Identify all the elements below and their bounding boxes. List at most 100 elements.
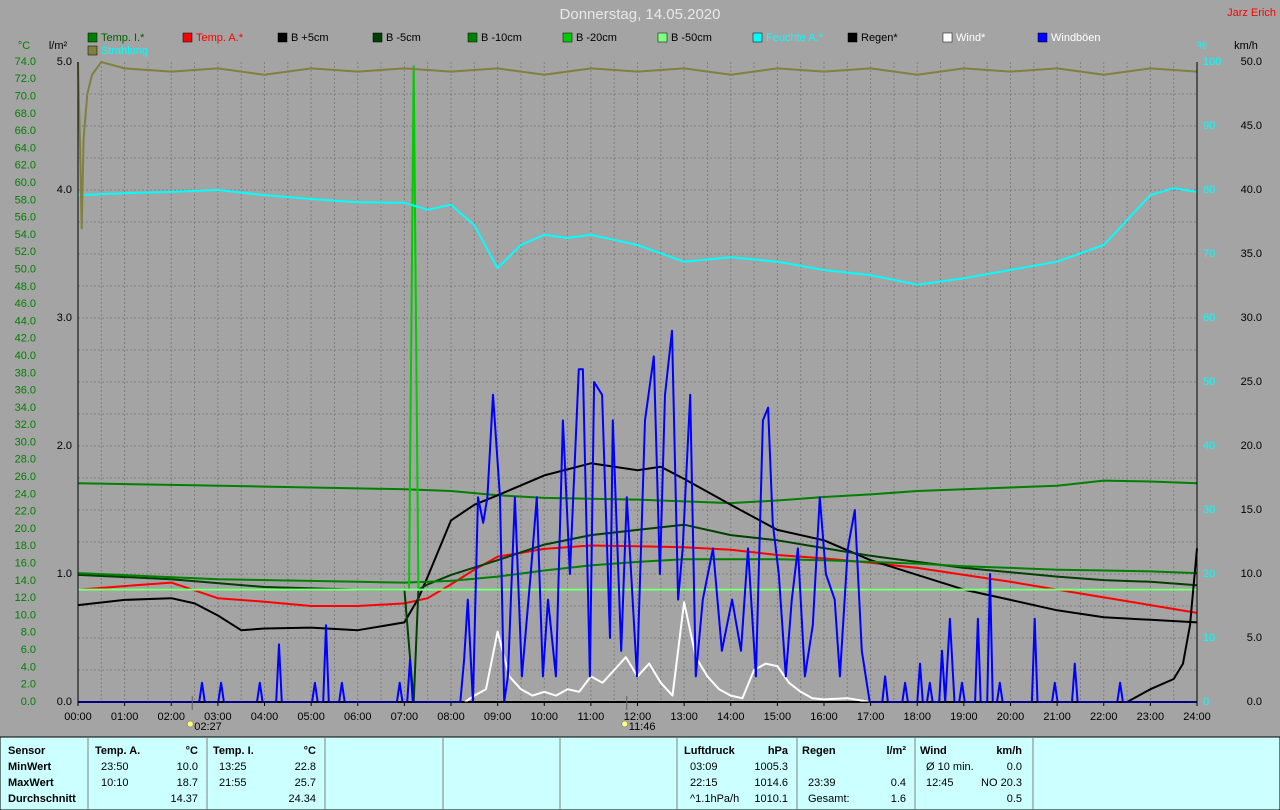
y-tick-label: 52.0: [15, 246, 36, 258]
x-tick-label: 07:00: [391, 711, 419, 723]
table-cell-time: 22:15: [690, 777, 718, 789]
y-tick-label: 50.0: [1241, 56, 1262, 68]
y-tick-label: 10.0: [1241, 568, 1262, 580]
y-tick-label: 6.0: [21, 644, 36, 656]
table-cell-value: 22.8: [295, 761, 316, 773]
y-tick-label: 25.0: [1241, 376, 1262, 388]
table-unit: °C: [304, 745, 316, 757]
legend-swatch: [1037, 32, 1048, 43]
x-tick-label: 05:00: [297, 711, 325, 723]
table-cell-value: 1005.3: [754, 761, 788, 773]
y-tick-label: 90: [1203, 120, 1215, 132]
y-tick-label: 20.0: [1241, 440, 1262, 452]
x-tick-label: 16:00: [810, 711, 838, 723]
y-tick-label: 22.0: [15, 506, 36, 518]
legend-swatch: [657, 32, 668, 43]
y-tick-label: 5.0: [57, 56, 72, 68]
axis-unit-wind: km/h: [1234, 40, 1258, 52]
x-tick-label: 18:00: [903, 711, 931, 723]
y-tick-label: 58.0: [15, 194, 36, 206]
legend-label: Regen*: [861, 32, 898, 44]
x-tick-label: 09:00: [484, 711, 512, 723]
y-tick-label: 2.0: [21, 679, 36, 691]
x-tick-label: 23:00: [1137, 711, 1165, 723]
y-tick-label: 80: [1203, 184, 1215, 196]
y-tick-label: 3.0: [57, 312, 72, 324]
annotation-label: 02:27: [194, 721, 222, 733]
y-tick-label: 100: [1203, 56, 1221, 68]
legend-label: B -5cm: [386, 32, 421, 44]
table-row-label: Durchschnitt: [8, 793, 76, 805]
y-tick-label: 50: [1203, 376, 1215, 388]
legend-label: Temp. I.*: [101, 32, 145, 44]
y-tick-label: 38.0: [15, 367, 36, 379]
y-tick-label: 0.0: [57, 696, 72, 708]
table-cell-time: 13:25: [219, 761, 247, 773]
y-tick-label: 10: [1203, 632, 1215, 644]
axes: 00:00 01:00 02:00 03:00 04:00 05:00 06:00 07:00…: [15, 56, 1262, 733]
table-header: Regen: [802, 745, 836, 757]
y-tick-label: 60: [1203, 312, 1215, 324]
y-tick-label: 32.0: [15, 419, 36, 431]
y-tick-label: 30: [1203, 504, 1215, 516]
annotation-icon: [186, 720, 194, 728]
table-cell-time: Ø 10 min.: [926, 761, 974, 773]
legend-label: Feuchte A.*: [766, 32, 824, 44]
legend-label: Wind*: [956, 32, 986, 44]
table-cell-value: 0.5: [1007, 793, 1022, 805]
table-cell-value: NO 20.3: [981, 777, 1022, 789]
legend-label: Windböen: [1051, 32, 1101, 44]
y-tick-label: 4.0: [21, 661, 36, 673]
y-tick-label: 40.0: [15, 350, 36, 362]
table-cell-value: 0.4: [891, 777, 906, 789]
y-tick-label: 50.0: [15, 263, 36, 275]
author: Jarz Erich: [1227, 7, 1276, 19]
annotation-icon: [621, 720, 629, 728]
series-line: [464, 601, 871, 703]
x-tick-label: 21:00: [1043, 711, 1071, 723]
stats-table: Sensor Temp. A. °C Temp. I. °C Luftdruck hPa Re…: [0, 736, 1280, 810]
table-background: [0, 736, 1280, 810]
y-tick-label: 70: [1203, 248, 1215, 260]
y-tick-label: 40: [1203, 440, 1215, 452]
x-tick-label: 13:00: [670, 711, 698, 723]
y-tick-label: 72.0: [15, 73, 36, 85]
x-tick-label: 14:00: [717, 711, 745, 723]
legend-swatch: [942, 32, 953, 43]
axis-unit-rain: l/m²: [49, 40, 68, 52]
y-tick-label: 66.0: [15, 125, 36, 137]
series-line: [77, 61, 1198, 230]
series-line: [77, 479, 1198, 505]
table-cell-value: 14.37: [170, 793, 198, 805]
x-tick-label: 19:00: [950, 711, 978, 723]
legend-label: B -20cm: [576, 32, 617, 44]
x-tick-label: 04:00: [251, 711, 279, 723]
y-tick-label: 24.0: [15, 488, 36, 500]
series-line: [77, 187, 1198, 286]
table-cell-time: 23:50: [101, 761, 129, 773]
legend-label: B +5cm: [291, 32, 329, 44]
table-cell-time: 23:39: [808, 777, 836, 789]
table-cell-time: Gesamt:: [808, 793, 850, 805]
y-tick-label: 20.0: [15, 523, 36, 535]
table-header: Luftdruck: [684, 745, 736, 757]
legend-label: Strahlung: [101, 45, 148, 57]
series-line: [77, 558, 1198, 584]
x-tick-label: 20:00: [997, 711, 1025, 723]
legend-swatch: [87, 32, 98, 43]
table-row-label: MaxWert: [8, 777, 54, 789]
y-tick-label: 10.0: [15, 609, 36, 621]
x-tick-label: 03:00: [204, 711, 232, 723]
y-tick-label: 40.0: [1241, 184, 1262, 196]
table-cell-time: 21:55: [219, 777, 247, 789]
table-cell-value: 0.0: [1007, 761, 1022, 773]
y-tick-label: 0.0: [1247, 696, 1262, 708]
y-tick-label: 0.0: [21, 696, 36, 708]
table-cell-time: 12:45: [926, 777, 954, 789]
table-header: Sensor: [8, 745, 46, 757]
y-tick-label: 36.0: [15, 385, 36, 397]
legend-swatch: [562, 32, 573, 43]
y-tick-label: 56.0: [15, 212, 36, 224]
y-tick-label: 4.0: [57, 184, 72, 196]
